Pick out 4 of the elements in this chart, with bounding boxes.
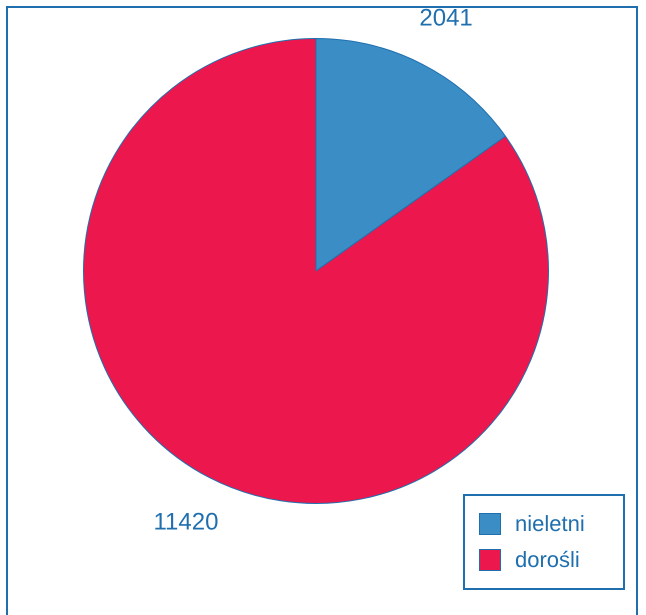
legend-label: nieletni <box>515 510 585 538</box>
legend-label: dorośli <box>515 546 580 574</box>
data-label: 2041 <box>419 4 473 32</box>
data-label: 11420 <box>153 508 218 536</box>
